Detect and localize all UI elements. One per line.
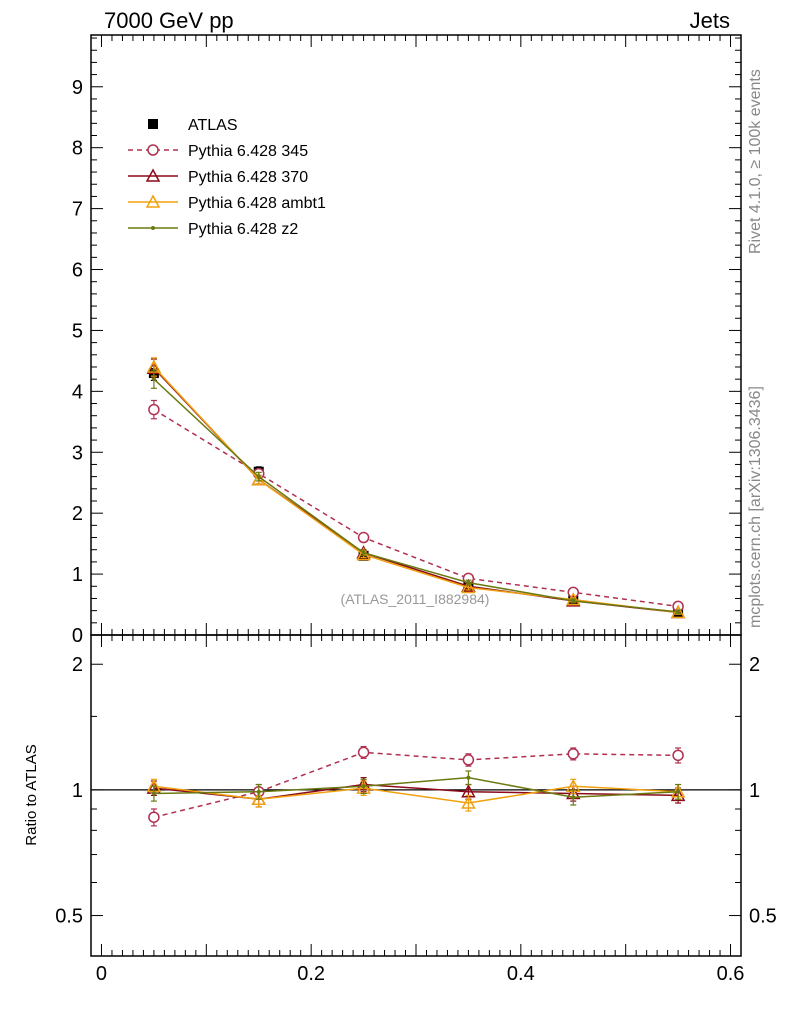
data-point-pythia-6-428-345 [148, 811, 160, 823]
y-tick-label: 7 [72, 199, 83, 221]
y-tick-label: 0 [72, 625, 83, 647]
ratio-y-tick-label-left: 1 [72, 780, 83, 802]
main-panel: 0 1 2 3 4 5 6 7 8 9 [72, 34, 742, 647]
y-tick-label: 1 [72, 564, 83, 586]
ratio-plot-area [146, 745, 686, 827]
data-point-pythia-6-428-345 [357, 531, 370, 544]
series-atlas [148, 365, 684, 617]
series-line-pythia-6-428-z2 [153, 776, 679, 799]
y-tick-label: 5 [72, 320, 83, 342]
legend-item-pythia-6-428-z2: Pythia 6.428 z2 [128, 221, 298, 238]
series-line-pythia-6-428-370 [153, 367, 679, 614]
ratio-panel: 0 0.2 0.4 0.6 0.5 0.5 1 1 2 2 [55, 634, 777, 985]
rivet-label: Rivet 4.1.0, ≥ 100k events [747, 69, 764, 254]
ratio-y-tick-label-right: 2 [749, 654, 760, 676]
data-point-pythia-6-428-z2 [151, 791, 156, 796]
legend-item-pythia-6-428-345: Pythia 6.428 345 [128, 143, 308, 160]
legend-item-atlas: ATLAS [148, 117, 238, 134]
series-line-pythia-6-428-345 [153, 408, 679, 608]
legend: ATLAS Pythia 6.428 345 Pythia 6.428 370 Pyt… [128, 117, 326, 238]
legend-label-atlas: ATLAS [188, 117, 238, 134]
series-pythia-6-428-ambt1 [146, 357, 686, 619]
y-tick-label: 9 [72, 77, 83, 99]
series-pythia-6-428-370 [146, 358, 686, 619]
ratio-y-tick-label-right: 0.5 [749, 906, 777, 928]
data-point-pythia-6-428-345 [462, 754, 475, 766]
legend-label-pythia-6-428-z2: Pythia 6.428 z2 [188, 221, 298, 238]
analysis-watermark: (ATLAS_2011_I882984) [341, 591, 490, 607]
x-tick-label: 0 [96, 963, 107, 985]
data-point-pythia-6-428-370 [670, 787, 686, 802]
data-point-pythia-6-428-z2 [571, 598, 576, 603]
y-tick-label: 6 [72, 260, 83, 282]
ratio-y-tick-label-left: 0.5 [55, 906, 83, 928]
data-point-pythia-6-428-z2 [361, 784, 366, 789]
y-tick-label: 4 [72, 381, 83, 403]
legend-marker-pythia-6-428-370 [145, 168, 161, 182]
main-plot-area [146, 357, 686, 619]
mcplots-label: mcplots.cern.ch [arXiv:1306.3436] [747, 386, 764, 628]
series-pythia-6-428-z2 [150, 770, 682, 806]
header-right: Jets [690, 8, 730, 33]
data-point-pythia-6-428-z2 [676, 609, 681, 614]
data-point-pythia-6-428-z2 [571, 795, 576, 800]
legend-marker-pythia-6-428-z2 [151, 226, 155, 230]
legend-label-pythia-6-428-370: Pythia 6.428 370 [188, 169, 308, 186]
series-line-pythia-6-428-ambt1 [153, 366, 679, 614]
data-point-pythia-6-428-345 [567, 748, 580, 760]
y-tick-label: 8 [72, 138, 83, 160]
series-line-pythia-6-428-z2 [153, 378, 679, 613]
ratio-y-tick-label-left: 2 [72, 654, 83, 676]
data-point-pythia-6-428-z2 [361, 550, 366, 555]
x-tick-label: 0.6 [717, 963, 745, 985]
data-point-pythia-6-428-z2 [256, 474, 261, 479]
data-point-pythia-6-428-z2 [151, 377, 156, 382]
data-point-pythia-6-428-345 [148, 403, 160, 416]
data-point-pythia-6-428-z2 [466, 775, 471, 780]
data-point-pythia-6-428-ambt1 [461, 795, 476, 809]
legend-item-pythia-6-428-ambt1: Pythia 6.428 ambt1 [128, 194, 326, 212]
data-point-pythia-6-428-z2 [466, 580, 471, 585]
data-point-pythia-6-428-z2 [256, 789, 261, 794]
header-left: 7000 GeV pp [104, 8, 234, 33]
x-tick-label: 0.2 [297, 963, 325, 985]
y-tick-label: 2 [72, 503, 83, 525]
ratio-y-axis-label: Ratio to ATLAS [23, 744, 40, 845]
data-point-pythia-6-428-345 [672, 749, 684, 762]
x-tick-label: 0.4 [507, 963, 535, 985]
data-point-pythia-6-428-ambt1 [461, 579, 476, 594]
data-point-pythia-6-428-z2 [676, 789, 681, 794]
legend-marker-atlas [148, 119, 158, 129]
legend-label-pythia-6-428-345: Pythia 6.428 345 [188, 143, 308, 160]
data-point-pythia-6-428-345 [357, 746, 370, 759]
series-pythia-6-428-z2 [150, 369, 682, 615]
series-pythia-6-428-345 [148, 399, 684, 613]
legend-marker-pythia-6-428-ambt1 [145, 194, 161, 208]
legend-label-pythia-6-428-ambt1: Pythia 6.428 ambt1 [188, 195, 326, 212]
series-pythia-6-428-345 [148, 745, 684, 827]
series-line-pythia-6-428-345 [153, 751, 679, 818]
legend-marker-pythia-6-428-345 [147, 144, 159, 156]
series-line-pythia-6-428-ambt1 [153, 785, 679, 804]
y-tick-label: 3 [72, 442, 83, 464]
legend-item-pythia-6-428-370: Pythia 6.428 370 [128, 168, 308, 186]
ratio-y-tick-label-right: 1 [749, 780, 760, 802]
